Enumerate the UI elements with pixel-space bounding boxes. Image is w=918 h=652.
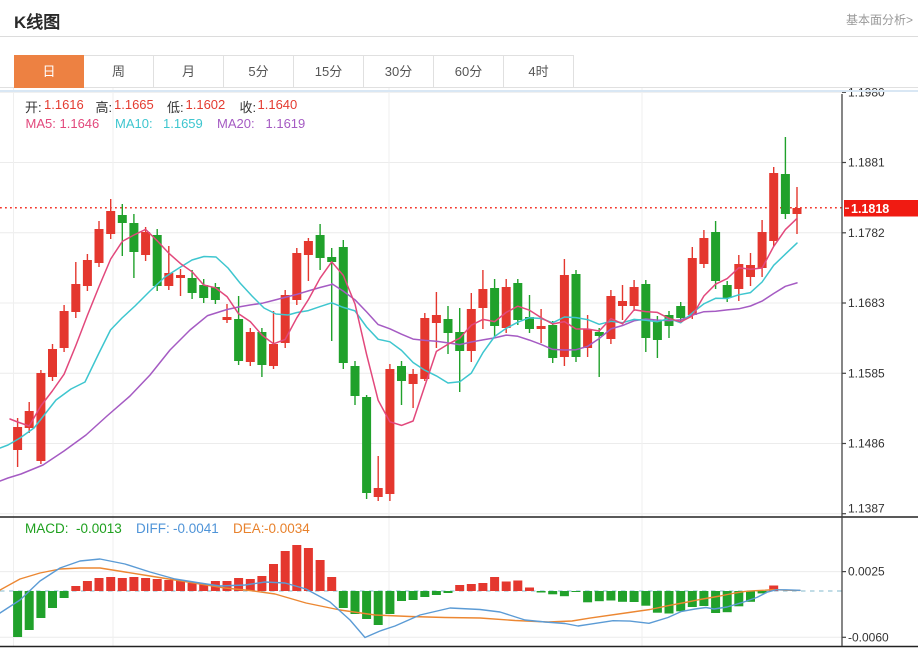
svg-text:1.1387: 1.1387	[848, 502, 885, 516]
svg-text:1.1486: 1.1486	[848, 437, 885, 451]
svg-text:1.1980: 1.1980	[848, 85, 885, 99]
svg-text:1.1585: 1.1585	[848, 366, 885, 380]
svg-text:1.1818: 1.1818	[851, 202, 889, 216]
svg-text:1.1782: 1.1782	[848, 226, 885, 240]
svg-text:0.0025: 0.0025	[848, 565, 885, 579]
svg-text:-0.0060: -0.0060	[848, 630, 889, 644]
svg-text:1.1683: 1.1683	[848, 296, 885, 310]
svg-text:1.1881: 1.1881	[848, 156, 885, 170]
